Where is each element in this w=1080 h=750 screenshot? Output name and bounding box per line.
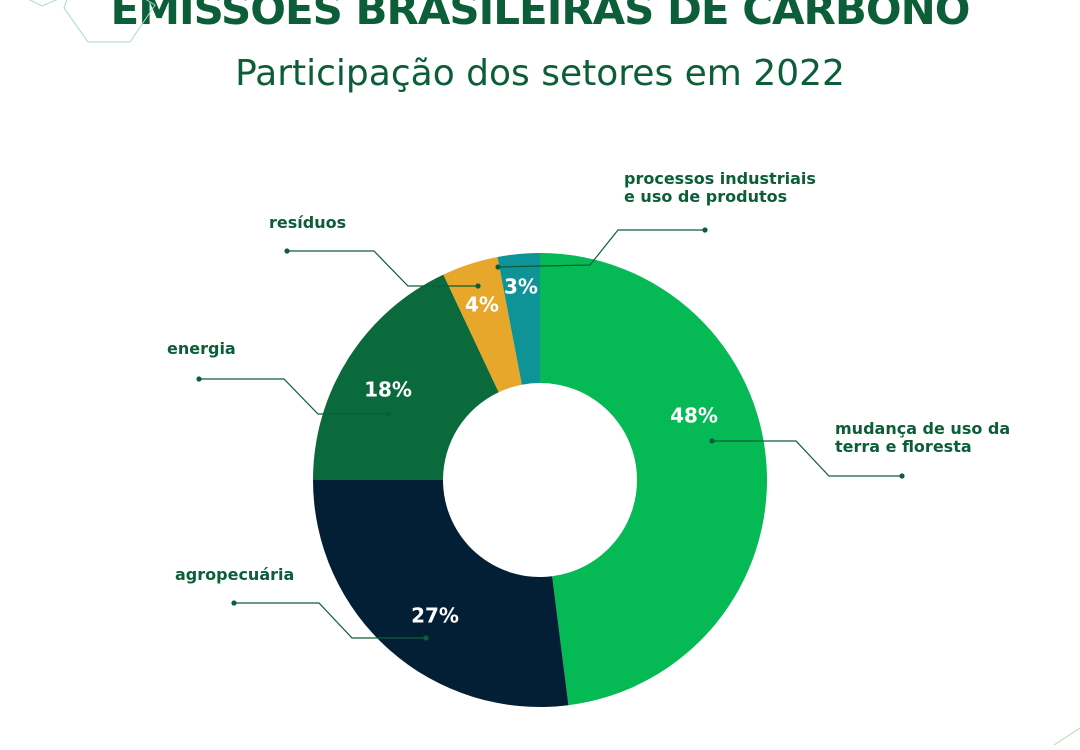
slice-mudanca-uso-terra: [540, 253, 768, 706]
category-label-residuos: resíduos: [269, 213, 346, 232]
decorative-hexagons: [28, 0, 1080, 746]
percent-label-residuos: 4%: [465, 293, 499, 317]
category-label-mudanca-uso-terra: mudança de uso da terra e floresta: [835, 419, 1010, 456]
percent-labels: 48% 27% 18% 4%3%: [364, 275, 718, 628]
percent-label-agropecuaria: 27%: [411, 604, 459, 628]
leader-dot-energia-0: [385, 411, 391, 417]
chart-subtitle: Participação dos setores em 2022: [235, 53, 845, 94]
slice-energia: [313, 274, 499, 480]
percent-label-mudanca-uso-terra: 48%: [670, 404, 718, 428]
leader-dot-energia-1: [196, 376, 202, 382]
leader-dot-agropecuaria-0: [423, 635, 429, 641]
slice-agropecuaria: [313, 480, 569, 707]
leader-dot-residuos-0: [475, 283, 481, 289]
hexagon-decoration: [63, 0, 156, 43]
leader-dot-mudanca-uso-terra-1: [899, 473, 905, 479]
leader-dot-mudanca-uso-terra-0: [709, 438, 715, 444]
donut-slices: [313, 253, 768, 707]
leader-dot-processos-industriais-0: [495, 264, 501, 270]
hexagon-decoration-2: [28, 0, 58, 7]
leader-line-agropecuaria: [234, 602, 426, 639]
leader-lines: [196, 227, 905, 641]
category-label-energia: energia: [167, 339, 236, 358]
slice-processos-industriais: [497, 253, 540, 385]
chart-title: EMISSÕES BRASILEIRAS DE CARBONO: [110, 0, 971, 34]
leader-dot-agropecuaria-1: [231, 600, 237, 606]
leader-line-residuos: [287, 250, 478, 287]
leader-line-energia: [199, 378, 388, 415]
leader-dot-residuos-1: [284, 248, 290, 254]
percent-label-energia: 18%: [364, 378, 412, 402]
category-label-agropecuaria: agropecuária: [175, 565, 294, 584]
leader-line-mudanca-uso-terra: [712, 440, 902, 477]
slice-residuos: [443, 257, 522, 393]
category-labels: mudança de uso da terra e floresta agropec…: [167, 169, 1010, 584]
leader-dot-processos-industriais-1: [702, 227, 708, 233]
hexagon-decoration-3: [1053, 727, 1080, 746]
percent-label-processos-industriais: 3%: [504, 275, 538, 299]
category-label-processos-industriais: processos industriais e uso de produtos: [624, 169, 816, 206]
leader-line-processos-industriais: [497, 229, 705, 268]
